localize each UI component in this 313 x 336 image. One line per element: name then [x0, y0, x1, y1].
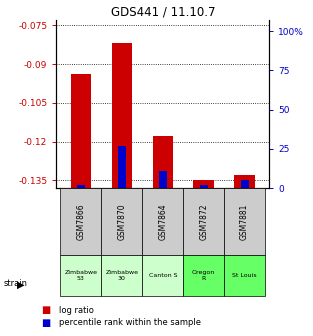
- Bar: [183, 188, 224, 255]
- Bar: [200, 185, 208, 188]
- Bar: [101, 188, 142, 255]
- Bar: [159, 171, 167, 188]
- Text: strain: strain: [3, 280, 27, 288]
- Bar: [183, 255, 224, 296]
- Bar: [60, 188, 101, 255]
- Bar: [224, 255, 265, 296]
- Text: Zimbabwe
53: Zimbabwe 53: [64, 270, 97, 281]
- Bar: [118, 146, 126, 188]
- Bar: [152, 136, 173, 188]
- Bar: [240, 180, 249, 188]
- Bar: [60, 255, 101, 296]
- Bar: [71, 75, 91, 188]
- Text: GSM7870: GSM7870: [117, 203, 126, 240]
- Text: ■: ■: [41, 318, 50, 328]
- Text: GSM7864: GSM7864: [158, 203, 167, 240]
- Text: ▶: ▶: [17, 280, 25, 290]
- Bar: [77, 185, 85, 188]
- Text: GSM7881: GSM7881: [240, 204, 249, 240]
- Text: Zimbabwe
30: Zimbabwe 30: [105, 270, 138, 281]
- Bar: [234, 175, 255, 188]
- Bar: [142, 255, 183, 296]
- Bar: [224, 188, 265, 255]
- Bar: [142, 188, 183, 255]
- Bar: [112, 43, 132, 188]
- Bar: [101, 255, 142, 296]
- Text: St Louis: St Louis: [232, 273, 257, 278]
- Text: GSM7872: GSM7872: [199, 204, 208, 240]
- Bar: [193, 180, 214, 188]
- Text: ■: ■: [41, 305, 50, 315]
- Text: percentile rank within the sample: percentile rank within the sample: [59, 318, 202, 327]
- Text: Canton S: Canton S: [148, 273, 177, 278]
- Title: GDS441 / 11.10.7: GDS441 / 11.10.7: [110, 6, 215, 19]
- Text: GSM7866: GSM7866: [76, 203, 85, 240]
- Text: log ratio: log ratio: [59, 306, 94, 314]
- Text: Oregon
R: Oregon R: [192, 270, 215, 281]
